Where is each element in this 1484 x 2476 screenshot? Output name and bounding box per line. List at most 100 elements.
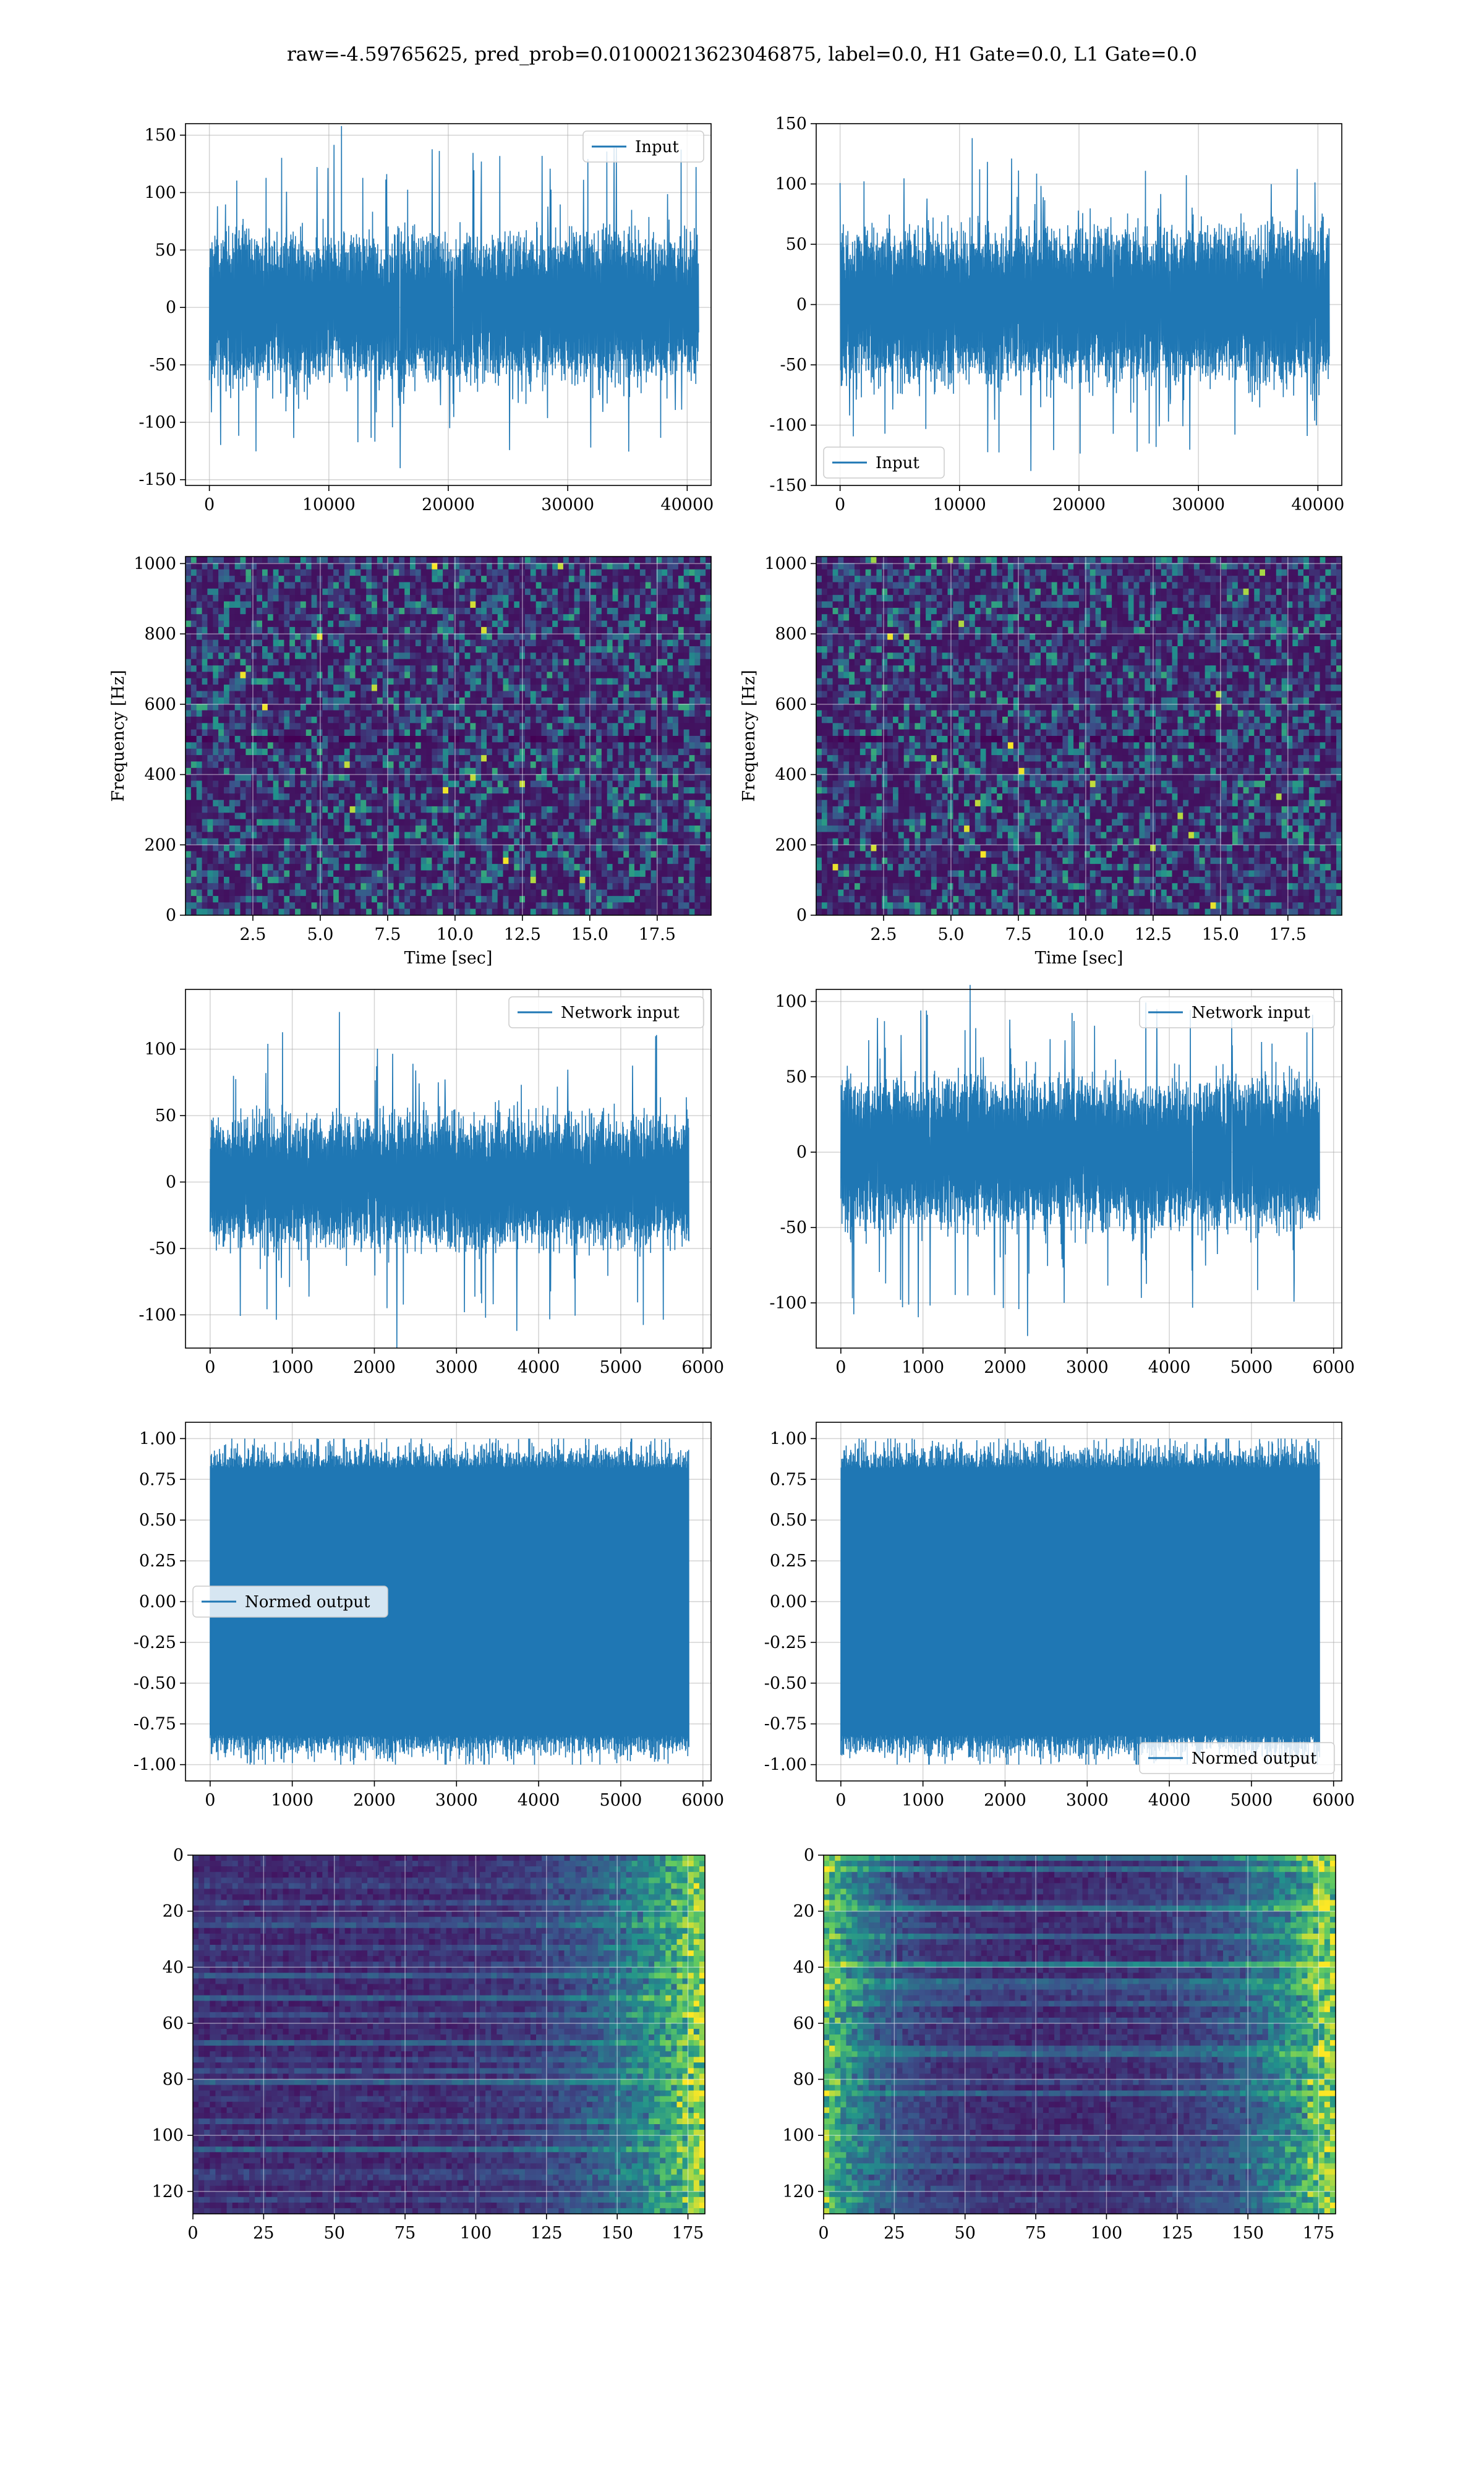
heatmap-cell <box>218 665 224 672</box>
heatmap-cell <box>427 659 433 666</box>
heatmap-cell <box>339 582 345 589</box>
heatmap-cell <box>218 698 224 704</box>
heatmap-cell <box>197 570 203 576</box>
heatmap-cell <box>684 806 690 813</box>
heatmap-cell <box>580 826 586 832</box>
heatmap-cell <box>350 793 356 800</box>
heatmap-cell <box>251 691 257 698</box>
x-tick-label: 30000 <box>541 495 594 514</box>
heatmap-cell <box>667 621 673 628</box>
heatmap-cell <box>465 672 471 678</box>
heatmap-cell <box>694 793 701 800</box>
heatmap-cell <box>213 761 219 768</box>
heatmap-cell <box>514 691 520 698</box>
heatmap-cell <box>366 813 372 819</box>
heatmap-cell <box>552 652 558 659</box>
heatmap-cell <box>623 691 629 698</box>
heatmap-cell <box>470 864 476 871</box>
heatmap-cell <box>646 877 652 884</box>
heatmap-cell <box>268 595 274 602</box>
heatmap-cell <box>322 723 328 730</box>
heatmap-cell <box>459 602 466 608</box>
heatmap-cell <box>279 858 285 864</box>
heatmap-cell <box>197 749 203 756</box>
heatmap-cell <box>558 614 564 621</box>
heatmap-cell <box>273 800 279 807</box>
heatmap-cell <box>432 698 438 704</box>
heatmap-cell <box>459 826 466 832</box>
heatmap-cell <box>333 698 339 704</box>
heatmap-cell <box>706 640 712 647</box>
heatmap-cell <box>312 858 317 864</box>
heatmap-cell <box>689 659 696 666</box>
heatmap-cell <box>613 768 619 775</box>
heatmap-cell <box>684 826 690 832</box>
heatmap-cell <box>186 659 192 666</box>
heatmap-cell <box>563 871 569 877</box>
heatmap-cell <box>388 640 394 647</box>
heatmap-cell <box>678 819 684 826</box>
heatmap-cell <box>563 832 569 839</box>
heatmap-cell <box>492 627 498 634</box>
heatmap-cell <box>202 813 208 819</box>
heatmap-cell <box>475 557 482 563</box>
heatmap-cell <box>306 736 312 743</box>
heatmap-cell <box>301 826 307 832</box>
heatmap-cell <box>607 685 613 691</box>
heatmap-cell <box>514 665 520 672</box>
heatmap-cell <box>508 672 514 678</box>
heatmap-cell <box>689 646 696 653</box>
heatmap-cell <box>213 557 219 563</box>
heatmap-cell <box>492 652 498 659</box>
heatmap-cell <box>289 640 296 647</box>
heatmap-cell <box>706 832 712 839</box>
heatmap-cell <box>629 806 634 813</box>
heatmap-cell <box>481 742 487 749</box>
heatmap-cell <box>339 806 345 813</box>
heatmap-cell <box>262 678 268 685</box>
heatmap-cell <box>531 858 537 864</box>
heatmap-cell <box>558 826 564 832</box>
heatmap-cell <box>410 851 416 858</box>
heatmap-cell <box>191 640 197 647</box>
heatmap-cell <box>218 755 224 762</box>
heatmap-cell <box>613 749 619 756</box>
heatmap-cell <box>651 768 657 775</box>
heatmap-cell <box>662 813 668 819</box>
heatmap-cell <box>569 570 575 576</box>
heatmap-cell <box>328 793 334 800</box>
heatmap-cell <box>273 806 279 813</box>
heatmap-cell <box>508 819 514 826</box>
heatmap-cell <box>245 665 252 672</box>
heatmap-cell <box>333 781 339 788</box>
heatmap-cell <box>339 839 345 845</box>
heatmap-cell <box>394 871 400 877</box>
heatmap-cell <box>662 768 668 775</box>
heatmap-cell <box>591 685 597 691</box>
heatmap-cell <box>498 839 504 845</box>
heatmap-cell <box>257 557 263 563</box>
heatmap-cell <box>563 749 569 756</box>
heatmap-cell <box>629 864 634 871</box>
heatmap-cell <box>284 640 290 647</box>
heatmap-cell <box>651 781 657 788</box>
heatmap-cell <box>618 774 625 781</box>
heatmap-cell <box>312 800 317 807</box>
heatmap-cell <box>207 793 213 800</box>
heatmap-cell <box>514 851 520 858</box>
heatmap-cell <box>427 646 433 653</box>
heatmap-cell <box>492 787 498 794</box>
heatmap-cell <box>443 768 449 775</box>
heatmap-cell <box>356 787 362 794</box>
heatmap-cell <box>580 864 586 871</box>
heatmap-cell <box>410 774 416 781</box>
heatmap-cell <box>416 813 422 819</box>
heatmap-cell <box>448 711 454 717</box>
heatmap-cell <box>678 691 684 698</box>
heatmap-cell <box>366 730 372 736</box>
heatmap-cell <box>377 877 383 884</box>
heatmap-cell <box>558 839 564 845</box>
heatmap-cell <box>629 723 634 730</box>
heatmap-cell <box>498 851 504 858</box>
